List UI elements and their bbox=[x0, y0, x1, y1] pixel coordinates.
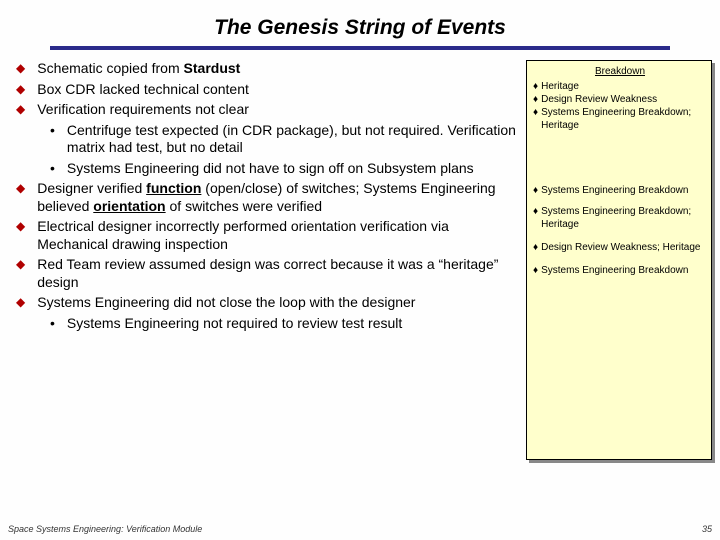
breakdown-item: ♦Systems Engineering Breakdown bbox=[533, 184, 707, 197]
slide-title: The Genesis String of Events bbox=[0, 16, 720, 40]
breakdown-text: Systems Engineering Breakdown; Heritage bbox=[541, 205, 707, 231]
dot-icon: • bbox=[50, 160, 55, 178]
diamond-small-icon: ♦ bbox=[533, 264, 538, 277]
text-fragment: Schematic copied from bbox=[37, 60, 183, 76]
breakdown-title: Breakdown bbox=[533, 65, 707, 78]
text-boldu: orientation bbox=[93, 198, 165, 214]
sub-bullet-3-2: • Systems Engineering did not have to si… bbox=[50, 160, 518, 178]
breakdown-text: Systems Engineering Breakdown bbox=[541, 264, 688, 277]
bullet-text: Red Team review assumed design was corre… bbox=[37, 256, 518, 291]
text-fragment: of switches were verified bbox=[166, 198, 322, 214]
diamond-icon: ◆ bbox=[16, 81, 25, 98]
diamond-small-icon: ♦ bbox=[533, 80, 538, 93]
text-boldu: function bbox=[146, 180, 201, 196]
diamond-icon: ◆ bbox=[16, 256, 25, 273]
diamond-icon: ◆ bbox=[16, 101, 25, 118]
text-bold: Stardust bbox=[184, 60, 241, 76]
sub-text: Centrifuge test expected (in CDR package… bbox=[67, 122, 518, 157]
main-bullets: ◆ Schematic copied from Stardust ◆ Box C… bbox=[16, 60, 526, 460]
sub-bullet-7-1: • Systems Engineering not required to re… bbox=[50, 315, 518, 333]
diamond-icon: ◆ bbox=[16, 294, 25, 311]
breakdown-text: Design Review Weakness bbox=[541, 93, 657, 106]
dot-icon: • bbox=[50, 315, 55, 333]
breakdown-item: ♦Design Review Weakness; Heritage bbox=[533, 241, 707, 254]
bullet-4: ◆ Designer verified function (open/close… bbox=[16, 180, 518, 215]
bullet-text: Box CDR lacked technical content bbox=[37, 81, 249, 99]
bullet-5: ◆ Electrical designer incorrectly perfor… bbox=[16, 218, 518, 253]
footer: Space Systems Engineering: Verification … bbox=[8, 524, 712, 534]
bullet-text: Systems Engineering did not close the lo… bbox=[37, 294, 415, 312]
bullet-text: Designer verified function (open/close) … bbox=[37, 180, 518, 215]
breakdown-item: ♦Systems Engineering Breakdown; Heritage bbox=[533, 205, 707, 231]
diamond-small-icon: ♦ bbox=[533, 184, 538, 197]
breakdown-item: ♦Heritage bbox=[533, 80, 707, 93]
bullet-text: Schematic copied from Stardust bbox=[37, 60, 240, 78]
breakdown-box: Breakdown ♦Heritage ♦Design Review Weakn… bbox=[526, 60, 712, 460]
breakdown-text: Design Review Weakness; Heritage bbox=[541, 241, 700, 254]
sub-text: Systems Engineering did not have to sign… bbox=[67, 160, 474, 178]
sub-bullet-3-1: • Centrifuge test expected (in CDR packa… bbox=[50, 122, 518, 157]
breakdown-text: Systems Engineering Breakdown; Heritage bbox=[541, 106, 707, 132]
spacer bbox=[533, 132, 707, 184]
diamond-small-icon: ♦ bbox=[533, 93, 538, 106]
bullet-text: Electrical designer incorrectly performe… bbox=[37, 218, 518, 253]
breakdown-column: Breakdown ♦Heritage ♦Design Review Weakn… bbox=[526, 60, 712, 460]
sub-text: Systems Engineering not required to revi… bbox=[67, 315, 402, 333]
spacer bbox=[533, 197, 707, 205]
diamond-icon: ◆ bbox=[16, 180, 25, 197]
diamond-icon: ◆ bbox=[16, 60, 25, 77]
title-area: The Genesis String of Events bbox=[0, 0, 720, 46]
spacer bbox=[533, 254, 707, 264]
page-number: 35 bbox=[702, 524, 712, 534]
text-fragment: Designer verified bbox=[37, 180, 146, 196]
bullet-text: Verification requirements not clear bbox=[37, 101, 249, 119]
breakdown-item: ♦Design Review Weakness bbox=[533, 93, 707, 106]
breakdown-text: Systems Engineering Breakdown bbox=[541, 184, 688, 197]
breakdown-item: ♦Systems Engineering Breakdown bbox=[533, 264, 707, 277]
dot-icon: • bbox=[50, 122, 55, 140]
breakdown-item: ♦Systems Engineering Breakdown; Heritage bbox=[533, 106, 707, 132]
diamond-small-icon: ♦ bbox=[533, 106, 538, 119]
footer-left: Space Systems Engineering: Verification … bbox=[8, 524, 202, 534]
bullet-6: ◆ Red Team review assumed design was cor… bbox=[16, 256, 518, 291]
diamond-icon: ◆ bbox=[16, 218, 25, 235]
bullet-1: ◆ Schematic copied from Stardust bbox=[16, 60, 518, 78]
content-area: ◆ Schematic copied from Stardust ◆ Box C… bbox=[0, 50, 720, 460]
bullet-3: ◆ Verification requirements not clear bbox=[16, 101, 518, 119]
diamond-small-icon: ♦ bbox=[533, 205, 538, 218]
bullet-2: ◆ Box CDR lacked technical content bbox=[16, 81, 518, 99]
diamond-small-icon: ♦ bbox=[533, 241, 538, 254]
bullet-7: ◆ Systems Engineering did not close the … bbox=[16, 294, 518, 312]
spacer bbox=[533, 231, 707, 241]
breakdown-text: Heritage bbox=[541, 80, 579, 93]
